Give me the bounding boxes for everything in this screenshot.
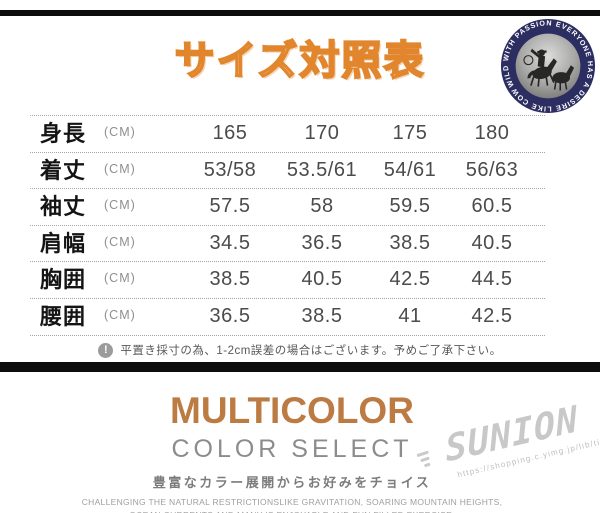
table-cell: 36.5 bbox=[209, 304, 251, 327]
description-line-1: CHALLENGING THE NATURAL RESTRICTIONSLIKE… bbox=[81, 497, 503, 508]
table-cell: 44.5 bbox=[471, 268, 513, 291]
top-divider-bar bbox=[0, 10, 600, 16]
cowboy-stamp-badge: WILD WITH PASSION EVERYONE HAS A DESIRE … bbox=[499, 17, 596, 114]
table-cell: 170 bbox=[304, 122, 340, 144]
table-cell: 175 bbox=[392, 122, 428, 144]
row-unit: (CM) bbox=[104, 161, 136, 176]
table-cell: 42.5 bbox=[389, 268, 431, 291]
table-cell: 53/58 bbox=[203, 158, 257, 181]
table-cell: 42.5 bbox=[471, 304, 513, 327]
table-cell: 34.5 bbox=[209, 231, 251, 254]
multicolor-promo-section: MULTICOLOR COLOR SELECT 豊富なカラー展開からお好みをチョ… bbox=[0, 390, 592, 513]
page-title: サイズ対照表 bbox=[174, 38, 426, 84]
row-label: 腰囲 bbox=[40, 303, 87, 329]
table-cell: 56/63 bbox=[465, 158, 519, 181]
table-row: 身長 (CM) 165 170 175 180 bbox=[30, 115, 545, 152]
alert-icon: ! bbox=[98, 342, 114, 358]
multicolor-heading: MULTICOLOR bbox=[170, 390, 414, 431]
table-cell: 60.5 bbox=[471, 195, 513, 218]
table-row: 腰囲 (CM) 36.5 38.5 41 42.5 bbox=[30, 297, 545, 335]
table-cell: 165 bbox=[212, 122, 248, 144]
table-cell: 180 bbox=[474, 122, 510, 144]
row-unit: (CM) bbox=[104, 125, 136, 139]
description-line-2: OCEAN CURRENTS AND MANY IS ENJOYABLE AND… bbox=[129, 510, 454, 513]
table-row: 着丈 (CM) 53/58 53.5/61 54/61 56/63 bbox=[30, 151, 545, 189]
table-cell: 36.5 bbox=[301, 231, 343, 254]
table-cell: 40.5 bbox=[471, 231, 513, 254]
table-cell: 38.5 bbox=[301, 304, 343, 327]
note-text: 平置き採寸の為、1-2cm誤差の場合はございます。予めご了承下さい。 bbox=[120, 345, 502, 357]
bottom-divider-bar bbox=[0, 362, 600, 372]
table-cell: 54/61 bbox=[383, 158, 437, 181]
description-text: CHALLENGING THE NATURAL RESTRICTIONSLIKE… bbox=[0, 496, 592, 513]
row-label: 胸囲 bbox=[40, 267, 87, 293]
size-table: 身長 (CM) 165 170 175 180 着丈 (CM) 53/58 53… bbox=[30, 115, 545, 336]
table-cell: 38.5 bbox=[209, 268, 251, 291]
row-label: 身長 bbox=[40, 121, 87, 146]
table-cell: 41 bbox=[398, 304, 422, 327]
row-label: 袖丈 bbox=[40, 194, 87, 220]
table-cell: 59.5 bbox=[389, 195, 431, 218]
color-select-subheading: COLOR SELECT bbox=[171, 434, 413, 463]
table-row: 袖丈 (CM) 57.5 58 59.5 60.5 bbox=[30, 188, 545, 225]
japanese-tagline: 豊富なカラー展開からお好みをチョイス bbox=[152, 475, 432, 491]
table-cell: 38.5 bbox=[389, 231, 431, 254]
table-cell: 53.5/61 bbox=[286, 158, 358, 181]
row-unit: (CM) bbox=[104, 234, 136, 249]
table-row: 胸囲 (CM) 38.5 40.5 42.5 44.5 bbox=[30, 261, 545, 298]
row-unit: (CM) bbox=[104, 271, 136, 286]
table-cell: 57.5 bbox=[209, 195, 251, 218]
table-cell: 40.5 bbox=[301, 268, 343, 291]
table-row: 肩幅 (CM) 34.5 36.5 38.5 40.5 bbox=[30, 224, 545, 262]
row-unit: (CM) bbox=[104, 307, 136, 322]
row-label: 肩幅 bbox=[40, 230, 87, 256]
row-unit: (CM) bbox=[104, 198, 136, 213]
measurement-note: ! 平置き採寸の為、1-2cm誤差の場合はございます。予めご了承下さい。 bbox=[0, 340, 600, 360]
row-label: 着丈 bbox=[40, 157, 87, 183]
cowboy-horse-silhouette-icon bbox=[523, 48, 575, 91]
table-cell: 58 bbox=[310, 195, 334, 218]
